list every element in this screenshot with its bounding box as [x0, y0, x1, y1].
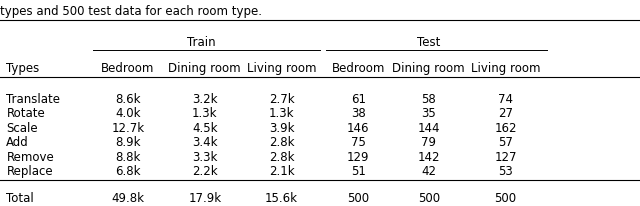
Text: 8.8k: 8.8k	[115, 151, 141, 164]
Text: 129: 129	[347, 151, 370, 164]
Text: Rotate: Rotate	[6, 107, 45, 120]
Text: Bedroom: Bedroom	[101, 62, 155, 75]
Text: 2.2k: 2.2k	[192, 165, 218, 178]
Text: 61: 61	[351, 93, 366, 106]
Text: 142: 142	[417, 151, 440, 164]
Text: 57: 57	[498, 136, 513, 149]
Text: Translate: Translate	[6, 93, 60, 106]
Text: types and 500 test data for each room type.: types and 500 test data for each room ty…	[0, 5, 262, 18]
Text: Test: Test	[417, 36, 440, 49]
Text: 3.4k: 3.4k	[192, 136, 218, 149]
Text: 49.8k: 49.8k	[111, 192, 145, 205]
Text: 51: 51	[351, 165, 366, 178]
Text: 500: 500	[418, 192, 440, 205]
Text: 4.5k: 4.5k	[192, 122, 218, 135]
Text: 53: 53	[498, 165, 513, 178]
Text: 75: 75	[351, 136, 366, 149]
Text: 2.8k: 2.8k	[269, 136, 294, 149]
Text: 2.1k: 2.1k	[269, 165, 294, 178]
Text: Total: Total	[6, 192, 34, 205]
Text: Dining room: Dining room	[392, 62, 465, 75]
Text: 8.6k: 8.6k	[115, 93, 141, 106]
Text: Add: Add	[6, 136, 29, 149]
Text: 146: 146	[347, 122, 370, 135]
Text: 2.8k: 2.8k	[269, 151, 294, 164]
Text: 500: 500	[348, 192, 369, 205]
Text: 2.7k: 2.7k	[269, 93, 294, 106]
Text: 74: 74	[498, 93, 513, 106]
Text: 4.0k: 4.0k	[115, 107, 141, 120]
Text: 3.2k: 3.2k	[192, 93, 218, 106]
Text: Replace: Replace	[6, 165, 53, 178]
Text: Scale: Scale	[6, 122, 38, 135]
Text: Train: Train	[188, 36, 216, 49]
Text: Living room: Living room	[247, 62, 316, 75]
Text: 144: 144	[417, 122, 440, 135]
Text: Remove: Remove	[6, 151, 54, 164]
Text: Living room: Living room	[471, 62, 540, 75]
Text: 27: 27	[498, 107, 513, 120]
Text: 6.8k: 6.8k	[115, 165, 141, 178]
Text: 1.3k: 1.3k	[269, 107, 294, 120]
Text: 15.6k: 15.6k	[265, 192, 298, 205]
Text: 35: 35	[421, 107, 436, 120]
Text: 162: 162	[494, 122, 517, 135]
Text: 58: 58	[421, 93, 436, 106]
Text: 500: 500	[495, 192, 516, 205]
Text: 3.9k: 3.9k	[269, 122, 294, 135]
Text: 127: 127	[494, 151, 517, 164]
Text: 79: 79	[421, 136, 436, 149]
Text: 8.9k: 8.9k	[115, 136, 141, 149]
Text: Types: Types	[6, 62, 40, 75]
Text: 38: 38	[351, 107, 366, 120]
Text: 17.9k: 17.9k	[188, 192, 221, 205]
Text: 42: 42	[421, 165, 436, 178]
Text: Dining room: Dining room	[168, 62, 241, 75]
Text: 12.7k: 12.7k	[111, 122, 145, 135]
Text: 1.3k: 1.3k	[192, 107, 218, 120]
Text: Bedroom: Bedroom	[332, 62, 385, 75]
Text: 3.3k: 3.3k	[192, 151, 218, 164]
